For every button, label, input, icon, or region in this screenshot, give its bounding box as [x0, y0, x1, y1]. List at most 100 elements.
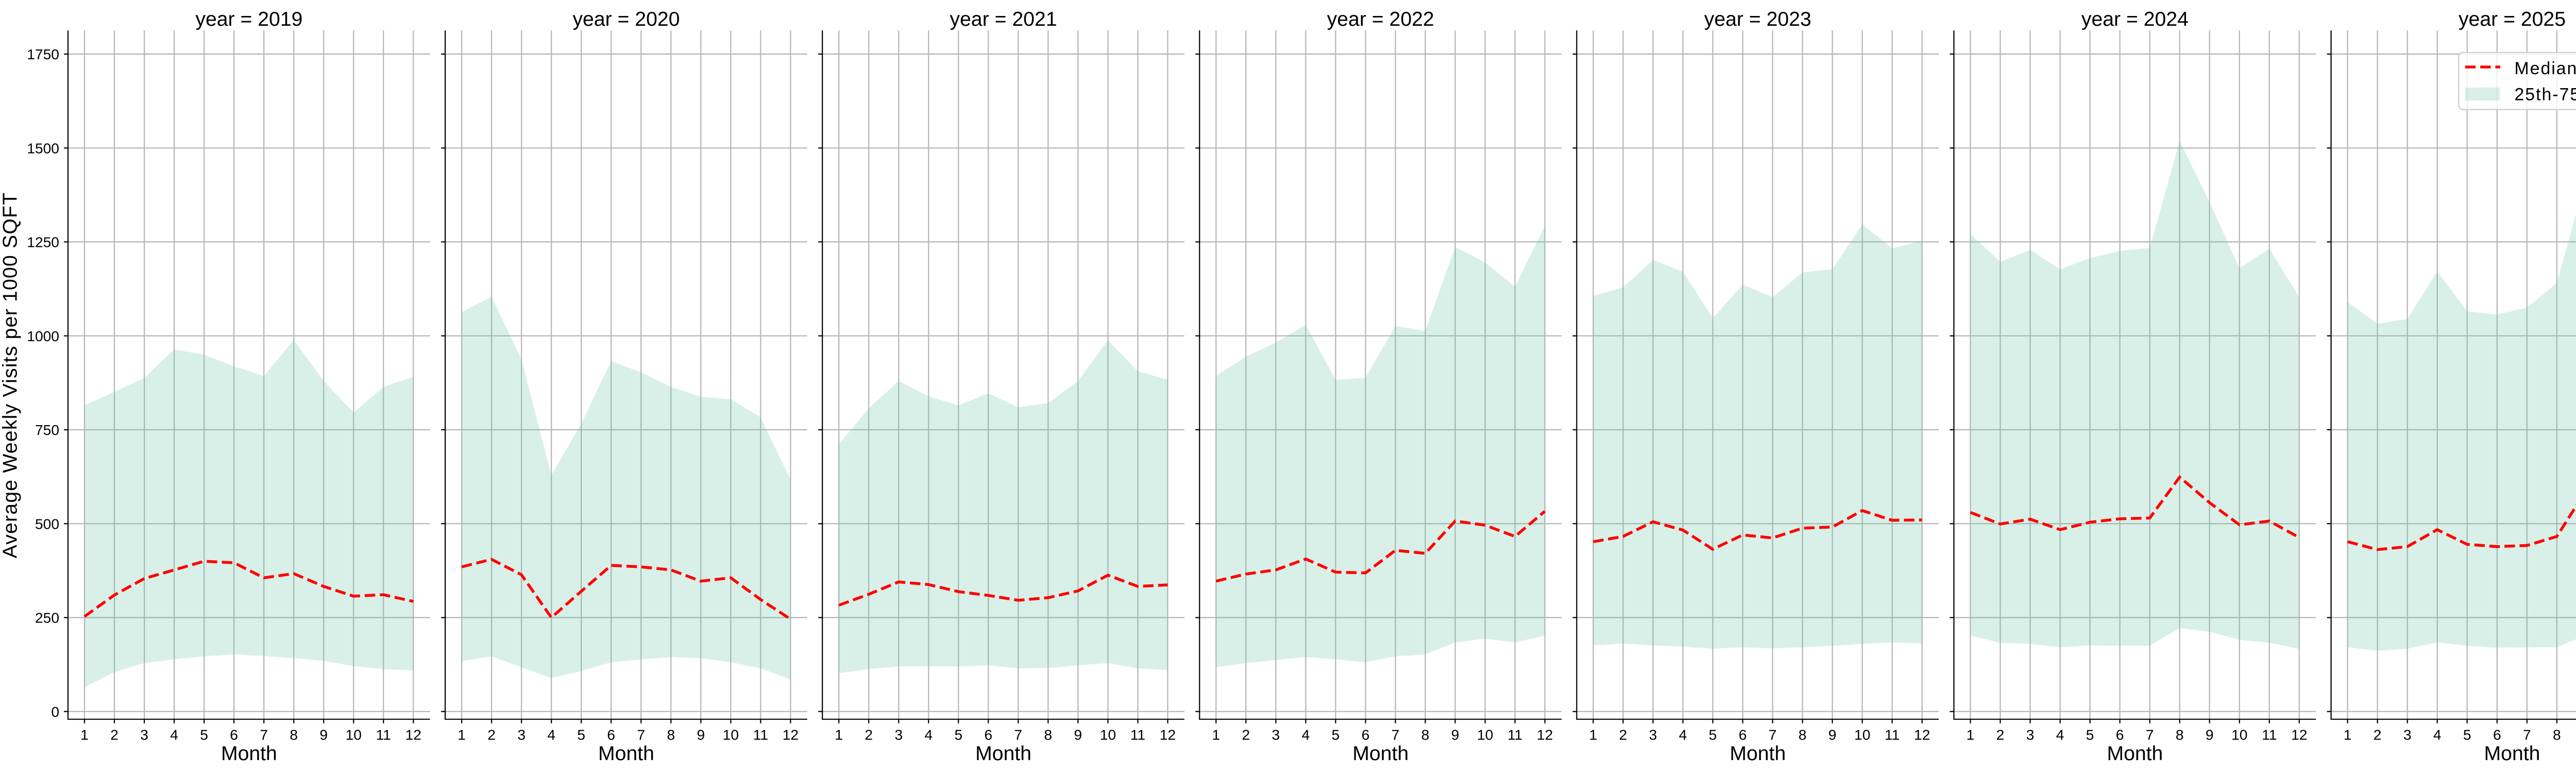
svg-text:8: 8: [1421, 727, 1430, 743]
svg-text:year = 2023: year = 2023: [1704, 8, 1811, 30]
svg-text:6: 6: [984, 727, 992, 743]
svg-text:8: 8: [2553, 727, 2561, 743]
svg-text:9: 9: [697, 727, 705, 743]
svg-text:7: 7: [2146, 727, 2154, 743]
svg-text:3: 3: [2403, 727, 2412, 743]
svg-text:Month: Month: [598, 743, 654, 765]
svg-text:Median: Median: [2515, 59, 2576, 78]
svg-text:10: 10: [2231, 727, 2247, 743]
svg-text:1: 1: [80, 727, 89, 743]
svg-text:Month: Month: [1730, 743, 1786, 765]
svg-text:1: 1: [1212, 727, 1220, 743]
svg-text:6: 6: [2493, 727, 2501, 743]
svg-text:250: 250: [35, 610, 59, 626]
svg-text:9: 9: [319, 727, 328, 743]
svg-text:12: 12: [1914, 727, 1930, 743]
svg-text:8: 8: [667, 727, 675, 743]
svg-text:11: 11: [1507, 727, 1522, 743]
svg-text:12: 12: [1537, 727, 1553, 743]
svg-text:9: 9: [2206, 727, 2214, 743]
svg-text:3: 3: [140, 727, 148, 743]
svg-text:Average Weekly Visits per 1000: Average Weekly Visits per 1000 SQFT: [0, 192, 22, 559]
svg-text:11: 11: [1885, 727, 1900, 743]
svg-text:10: 10: [1100, 727, 1116, 743]
svg-text:7: 7: [1014, 727, 1023, 743]
svg-text:6: 6: [230, 727, 238, 743]
svg-text:4: 4: [2433, 727, 2442, 743]
svg-text:11: 11: [376, 727, 391, 743]
svg-text:5: 5: [2086, 727, 2094, 743]
svg-text:10: 10: [723, 727, 739, 743]
svg-text:3: 3: [1272, 727, 1280, 743]
svg-text:5: 5: [1332, 727, 1340, 743]
svg-text:2: 2: [865, 727, 873, 743]
svg-text:10: 10: [1477, 727, 1493, 743]
svg-text:1750: 1750: [27, 46, 59, 62]
svg-text:12: 12: [1160, 727, 1176, 743]
svg-text:7: 7: [2523, 727, 2531, 743]
svg-text:1: 1: [835, 727, 843, 743]
svg-text:Month: Month: [975, 743, 1031, 765]
svg-text:2: 2: [1242, 727, 1250, 743]
svg-text:11: 11: [1130, 727, 1145, 743]
svg-text:1: 1: [457, 727, 466, 743]
svg-text:1: 1: [1967, 727, 1975, 743]
svg-text:6: 6: [607, 727, 615, 743]
svg-text:2: 2: [1996, 727, 2005, 743]
svg-text:year = 2021: year = 2021: [950, 8, 1057, 30]
svg-text:Month: Month: [221, 743, 277, 765]
svg-text:6: 6: [1362, 727, 1370, 743]
svg-text:10: 10: [1854, 727, 1870, 743]
svg-text:9: 9: [1451, 727, 1460, 743]
svg-text:1: 1: [1589, 727, 1598, 743]
svg-text:2: 2: [1619, 727, 1628, 743]
svg-text:2: 2: [487, 727, 496, 743]
svg-text:4: 4: [170, 727, 178, 743]
svg-text:3: 3: [1649, 727, 1657, 743]
svg-text:4: 4: [2056, 727, 2064, 743]
svg-text:6: 6: [1739, 727, 1747, 743]
svg-text:3: 3: [517, 727, 526, 743]
svg-text:1: 1: [2344, 727, 2352, 743]
svg-text:year = 2025: year = 2025: [2459, 8, 2566, 30]
svg-text:12: 12: [405, 727, 421, 743]
svg-text:8: 8: [1044, 727, 1053, 743]
svg-text:9: 9: [1074, 727, 1082, 743]
svg-text:1500: 1500: [27, 140, 59, 156]
svg-text:year = 2024: year = 2024: [2081, 8, 2189, 30]
svg-text:5: 5: [577, 727, 585, 743]
svg-text:3: 3: [2026, 727, 2035, 743]
svg-text:Month: Month: [2107, 743, 2163, 765]
svg-text:12: 12: [783, 727, 799, 743]
svg-text:year = 2019: year = 2019: [195, 8, 302, 30]
svg-text:10: 10: [346, 727, 362, 743]
svg-text:year = 2022: year = 2022: [1327, 8, 1434, 30]
svg-text:9: 9: [1828, 727, 1837, 743]
svg-text:11: 11: [2262, 727, 2277, 743]
svg-text:5: 5: [1709, 727, 1717, 743]
svg-text:8: 8: [1799, 727, 1807, 743]
svg-text:11: 11: [753, 727, 768, 743]
svg-text:500: 500: [35, 515, 59, 532]
svg-text:4: 4: [1679, 727, 1687, 743]
svg-text:4: 4: [547, 727, 555, 743]
svg-text:12: 12: [2291, 727, 2307, 743]
svg-text:5: 5: [200, 727, 208, 743]
svg-text:2: 2: [110, 727, 118, 743]
svg-text:4: 4: [1302, 727, 1310, 743]
svg-text:5: 5: [954, 727, 962, 743]
svg-text:8: 8: [2176, 727, 2184, 743]
svg-text:25th-75th Percentile: 25th-75th Percentile: [2515, 85, 2576, 105]
svg-text:1000: 1000: [27, 328, 59, 344]
svg-text:1250: 1250: [27, 234, 59, 250]
svg-text:2: 2: [2374, 727, 2382, 743]
svg-text:year = 2020: year = 2020: [572, 8, 680, 30]
svg-text:7: 7: [1392, 727, 1400, 743]
svg-text:8: 8: [290, 727, 298, 743]
svg-text:3: 3: [894, 727, 903, 743]
svg-text:750: 750: [35, 422, 59, 438]
svg-text:0: 0: [51, 703, 59, 720]
svg-text:Month: Month: [2484, 743, 2540, 765]
svg-text:5: 5: [2463, 727, 2471, 743]
svg-text:Month: Month: [1352, 743, 1409, 765]
